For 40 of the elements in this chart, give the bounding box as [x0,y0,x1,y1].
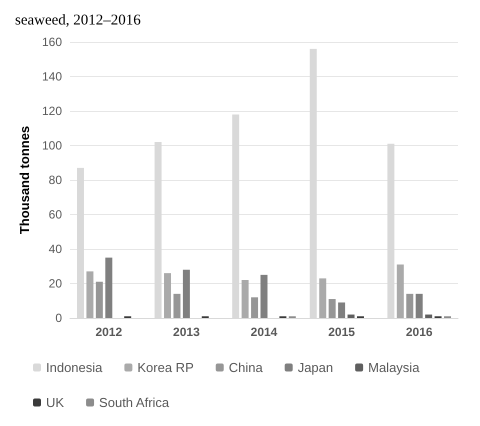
y-tick-label: 60 [48,208,62,222]
bar [105,258,112,318]
bar [260,274,268,318]
bar [319,278,326,318]
bar [173,294,180,318]
bar [416,294,423,318]
chart-title: seaweed, 2012–2016 [15,12,142,28]
y-tick-label: 120 [42,104,62,118]
bar [338,302,346,318]
legend-label: Indonesia [46,360,104,375]
y-tick-label: 40 [48,242,62,256]
bar [425,314,432,318]
bar [96,282,103,318]
x-tick-label: 2013 [173,325,200,339]
y-tick-label: 140 [42,70,62,84]
y-tick-label: 0 [55,311,62,325]
legend-label: Malaysia [368,360,420,375]
legend-label: Japan [298,360,334,375]
y-tick-label: 100 [42,138,62,152]
legend-label: South Africa [99,395,170,410]
bar [406,294,414,318]
y-axis-title: Thousand tonnes [17,126,32,234]
bar [164,273,172,318]
bar [86,271,94,318]
y-tick-label: 160 [42,35,62,49]
bar [328,299,336,318]
bar [242,280,249,318]
y-tick-label: 20 [48,276,62,290]
x-tick-label: 2015 [328,325,356,339]
legend-label: Korea RP [137,360,194,375]
bar [182,270,190,318]
legend-label: China [228,360,264,375]
bar [251,297,258,318]
x-tick-label: 2016 [406,325,433,339]
bar [348,314,355,318]
y-tick-label: 80 [48,173,62,187]
legend-label: UK [46,395,64,410]
x-tick-label: 2012 [95,325,122,339]
bar [396,264,404,318]
x-tick-label: 2014 [250,325,278,339]
